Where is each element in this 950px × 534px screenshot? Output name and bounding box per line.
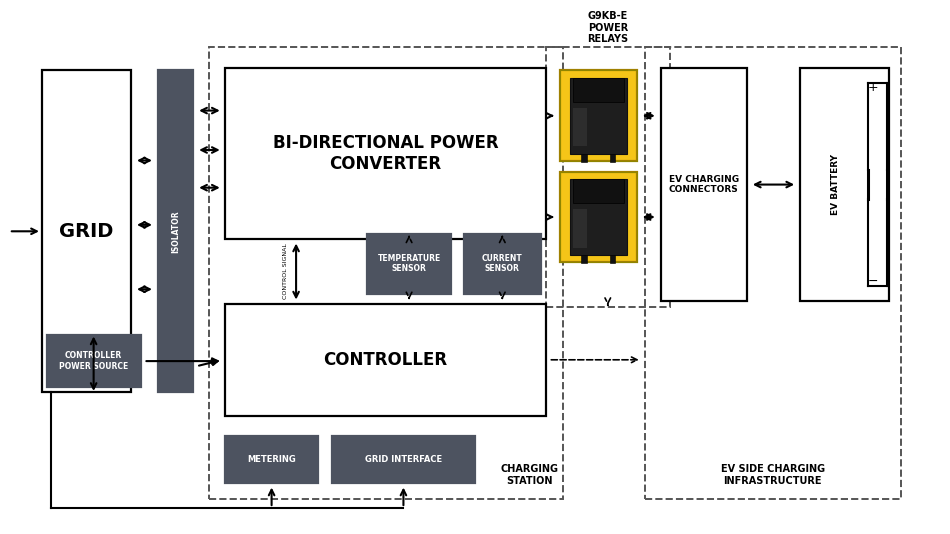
Text: G9KB-E
POWER
RELAYS: G9KB-E POWER RELAYS: [587, 11, 628, 44]
Bar: [225, 68, 545, 239]
Bar: [644, 47, 901, 499]
Bar: [581, 154, 587, 162]
Bar: [332, 436, 475, 483]
Bar: [42, 70, 131, 392]
Bar: [573, 108, 587, 146]
Text: GRID: GRID: [59, 222, 114, 241]
Bar: [610, 154, 616, 162]
Text: EV BATTERY: EV BATTERY: [831, 154, 840, 215]
Bar: [158, 70, 194, 392]
Text: BI-DIRECTIONAL POWER
CONVERTER: BI-DIRECTIONAL POWER CONVERTER: [273, 134, 499, 173]
Bar: [573, 179, 624, 203]
Bar: [570, 77, 627, 154]
Text: EV CHARGING
CONNECTORS: EV CHARGING CONNECTORS: [669, 175, 739, 194]
Bar: [800, 68, 889, 301]
Text: CHARGING
STATION: CHARGING STATION: [501, 464, 559, 486]
Bar: [560, 70, 636, 161]
Bar: [209, 47, 562, 499]
Text: EV SIDE CHARGING
INFRASTRUCTURE: EV SIDE CHARGING INFRASTRUCTURE: [720, 464, 825, 486]
Bar: [573, 209, 587, 248]
Text: −: −: [868, 276, 879, 288]
Bar: [225, 304, 545, 415]
Text: +: +: [868, 81, 879, 94]
Bar: [560, 171, 636, 262]
Text: TEMPERATURE
SENSOR: TEMPERATURE SENSOR: [377, 254, 441, 273]
Bar: [581, 255, 587, 263]
Bar: [367, 234, 451, 294]
Text: METERING: METERING: [247, 456, 296, 464]
Bar: [560, 70, 636, 161]
Text: CONTROLLER
POWER SOURCE: CONTROLLER POWER SOURCE: [59, 351, 128, 371]
Text: ISOLATOR: ISOLATOR: [171, 210, 180, 253]
Bar: [610, 255, 616, 263]
Bar: [225, 436, 317, 483]
Bar: [545, 47, 670, 307]
Text: GRID INTERFACE: GRID INTERFACE: [365, 456, 442, 464]
Bar: [47, 335, 141, 387]
Text: CURRENT
SENSOR: CURRENT SENSOR: [482, 254, 523, 273]
Bar: [570, 179, 627, 255]
Text: CONTROL SIGNAL: CONTROL SIGNAL: [283, 244, 288, 300]
Bar: [573, 77, 624, 102]
Bar: [660, 68, 747, 301]
Bar: [464, 234, 541, 294]
Text: CONTROLLER: CONTROLLER: [324, 351, 447, 369]
Bar: [560, 171, 636, 262]
